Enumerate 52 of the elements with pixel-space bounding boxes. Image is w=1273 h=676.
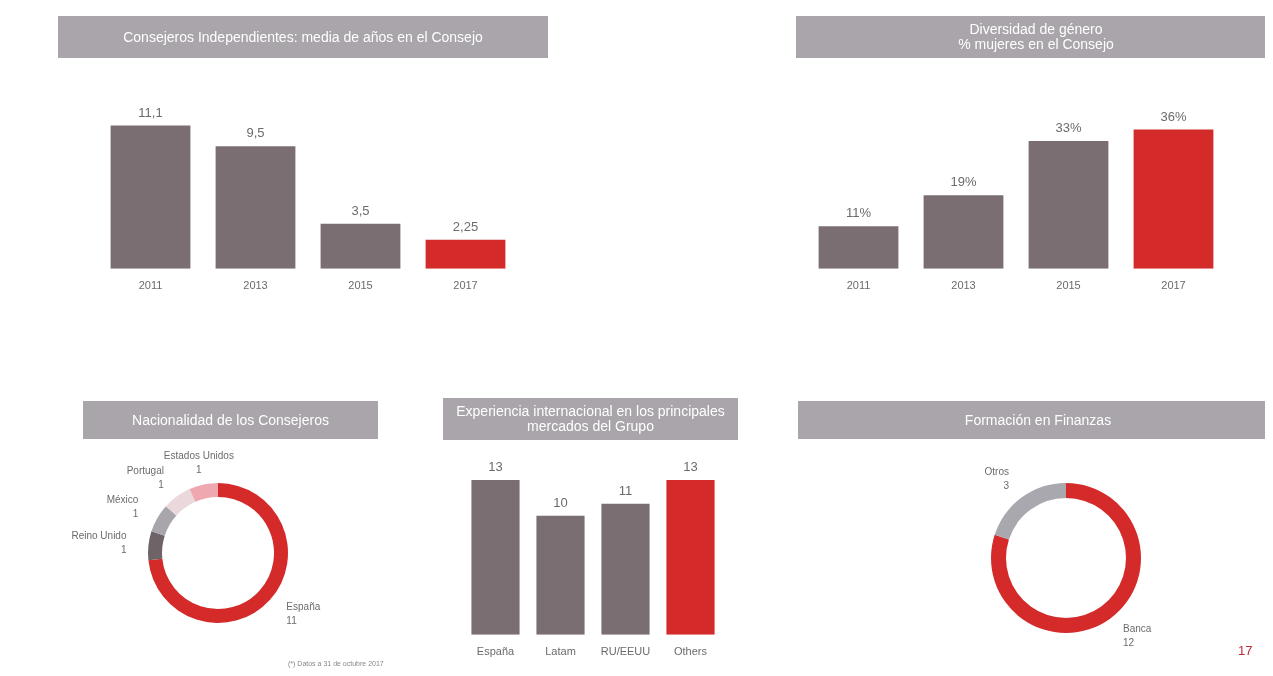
slice-label: España <box>286 601 321 613</box>
data-label: 36% <box>1160 108 1187 124</box>
text: 17 <box>1238 643 1253 658</box>
slice-label: México <box>106 493 139 505</box>
bar <box>110 125 191 269</box>
chart-title: Formación en Finanzas <box>964 411 1112 428</box>
x-tick-label: España <box>476 645 516 658</box>
bar <box>1028 141 1109 269</box>
chart-title: Diversidad de género % mujeres en el Consejo <box>958 21 1114 52</box>
slice-label: Reino Unido <box>71 530 127 542</box>
data-label: 2,25 <box>452 218 479 234</box>
x-tick-label: 2011 <box>846 279 871 292</box>
bar <box>1133 129 1214 269</box>
bar <box>425 239 506 269</box>
data-label: 3,5 <box>351 202 370 218</box>
data-label: 11 <box>618 482 633 498</box>
data-label: 11% <box>845 205 872 221</box>
slice-label: Banca <box>1123 623 1152 635</box>
data-label: 19% <box>950 174 977 190</box>
slice-label: Otros <box>984 466 1009 478</box>
x-tick-label: Latam <box>545 645 576 658</box>
x-tick-label: RU/EEUU <box>600 645 651 658</box>
data-label: 1 <box>120 544 127 556</box>
chart-title: Consejeros Independientes: media de años en el Consejo <box>123 28 483 45</box>
x-tick-label: 2013 <box>951 279 976 292</box>
slice-label: Portugal <box>126 465 164 477</box>
x-tick-label: 2017 <box>453 279 478 292</box>
x-tick-label: Others <box>673 645 708 658</box>
bar <box>923 195 1004 269</box>
data-label: 13 <box>488 458 503 474</box>
x-tick-label: 2015 <box>348 279 373 292</box>
x-tick-label: 2011 <box>138 279 163 292</box>
data-label: 11,1 <box>138 104 163 120</box>
data-label: 1 <box>158 479 165 491</box>
x-tick-label: 2013 <box>243 279 268 292</box>
bar <box>320 223 401 269</box>
data-label: 10 <box>553 494 568 510</box>
data-label: 3 <box>1003 480 1010 492</box>
bar <box>818 226 899 269</box>
data-label: 9,5 <box>246 125 265 141</box>
data-label: 1 <box>132 507 139 519</box>
data-label: 11 <box>286 615 298 627</box>
data-label: 33% <box>1055 120 1082 136</box>
chart-title: Experiencia internacional en los principales mercados del Grupo <box>455 403 726 434</box>
bar <box>215 146 296 269</box>
chart-title: Nacionalidad de los Consejeros <box>132 411 329 428</box>
slice-label: Estados Unidos <box>163 449 234 461</box>
data-label: 1 <box>196 463 203 475</box>
data-label: 12 <box>1123 637 1135 649</box>
x-tick-label: 2017 <box>1161 279 1186 292</box>
x-tick-label: 2015 <box>1056 279 1081 292</box>
data-label: 13 <box>683 458 698 474</box>
